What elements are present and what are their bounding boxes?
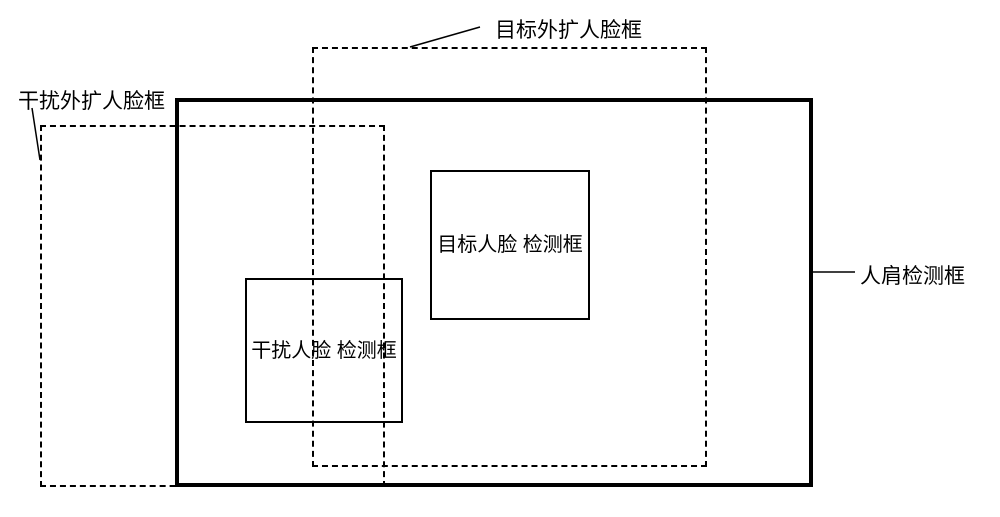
interference-face-detection-box: 干扰人脸 检测框 xyxy=(245,278,403,423)
target-face-detection-label: 目标人脸 检测框 xyxy=(437,231,583,259)
leader-target-expanded xyxy=(410,27,480,47)
diagram-canvas: 目标人脸 检测框 干扰人脸 检测框 目标外扩人脸框 干扰外扩人脸框 人肩检测框 xyxy=(0,0,1000,517)
interference-face-detection-label: 干扰人脸 检测框 xyxy=(251,337,397,365)
leader-interference-expanded xyxy=(32,108,40,160)
target-expanded-face-label: 目标外扩人脸框 xyxy=(495,14,642,44)
target-face-detection-box: 目标人脸 检测框 xyxy=(430,170,590,320)
shoulder-detection-label: 人肩检测框 xyxy=(860,260,965,290)
interference-expanded-face-label: 干扰外扩人脸框 xyxy=(18,85,165,115)
